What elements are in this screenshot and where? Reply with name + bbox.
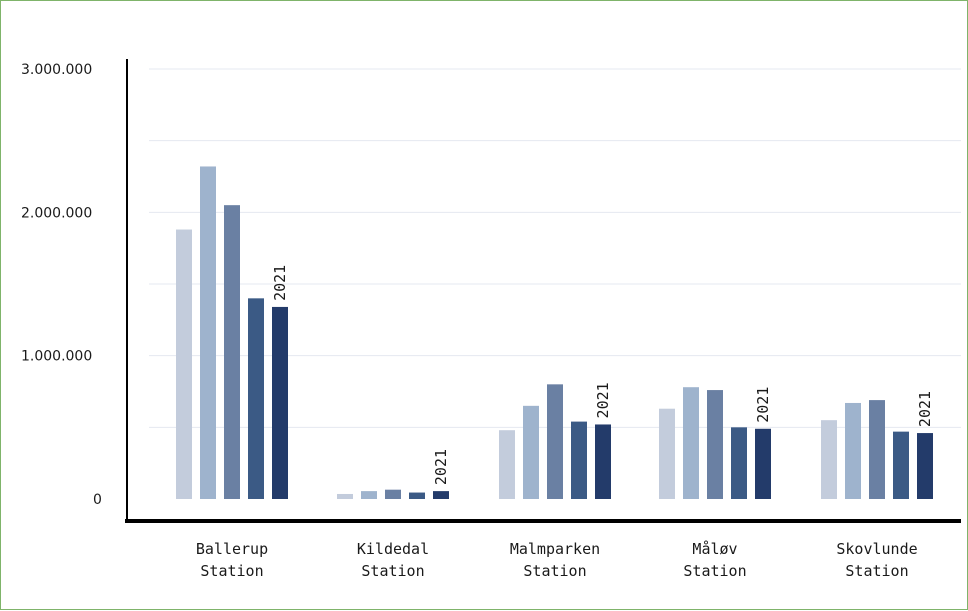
bar <box>893 431 909 499</box>
bar <box>845 402 861 499</box>
bar <box>707 390 723 499</box>
category-label: Station <box>200 562 263 580</box>
bar <box>433 491 449 499</box>
category-label: Station <box>523 562 586 580</box>
bar <box>272 306 288 499</box>
y-tick-label: 1.000.000 <box>21 349 92 365</box>
data-label-2021: 2021 <box>432 449 450 485</box>
category-label: Station <box>845 562 908 580</box>
bar <box>821 420 837 499</box>
data-label-2021: 2021 <box>271 265 289 301</box>
category-label: Skovlunde <box>836 540 917 558</box>
bar <box>224 205 240 499</box>
bar <box>176 229 192 500</box>
data-label-2021: 2021 <box>916 391 934 427</box>
y-tick-label: 0 <box>93 492 102 508</box>
category-label: Station <box>683 562 746 580</box>
bar <box>337 493 353 499</box>
bar <box>731 427 747 499</box>
bar <box>409 492 425 499</box>
bar <box>869 400 885 499</box>
bar <box>499 430 515 499</box>
bar <box>361 491 377 499</box>
bar <box>595 424 611 499</box>
bar <box>571 421 587 499</box>
category-label: Ballerup <box>196 540 268 558</box>
category-label: Måløv <box>692 540 737 558</box>
category-label: Malmparken <box>510 540 600 558</box>
bar <box>248 298 264 499</box>
y-tick-label: 3.000.000 <box>21 62 92 78</box>
category-label: Station <box>361 562 424 580</box>
bar <box>547 384 563 499</box>
bar <box>200 166 216 499</box>
bar <box>659 408 675 499</box>
bar <box>385 489 401 499</box>
data-label-2021: 2021 <box>594 382 612 418</box>
bar <box>917 433 933 499</box>
bar <box>523 405 539 499</box>
bar <box>683 387 699 499</box>
category-label: Kildedal <box>357 540 429 558</box>
bar <box>755 428 771 499</box>
y-tick-label: 2.000.000 <box>21 205 92 221</box>
data-label-2021: 2021 <box>754 387 772 423</box>
